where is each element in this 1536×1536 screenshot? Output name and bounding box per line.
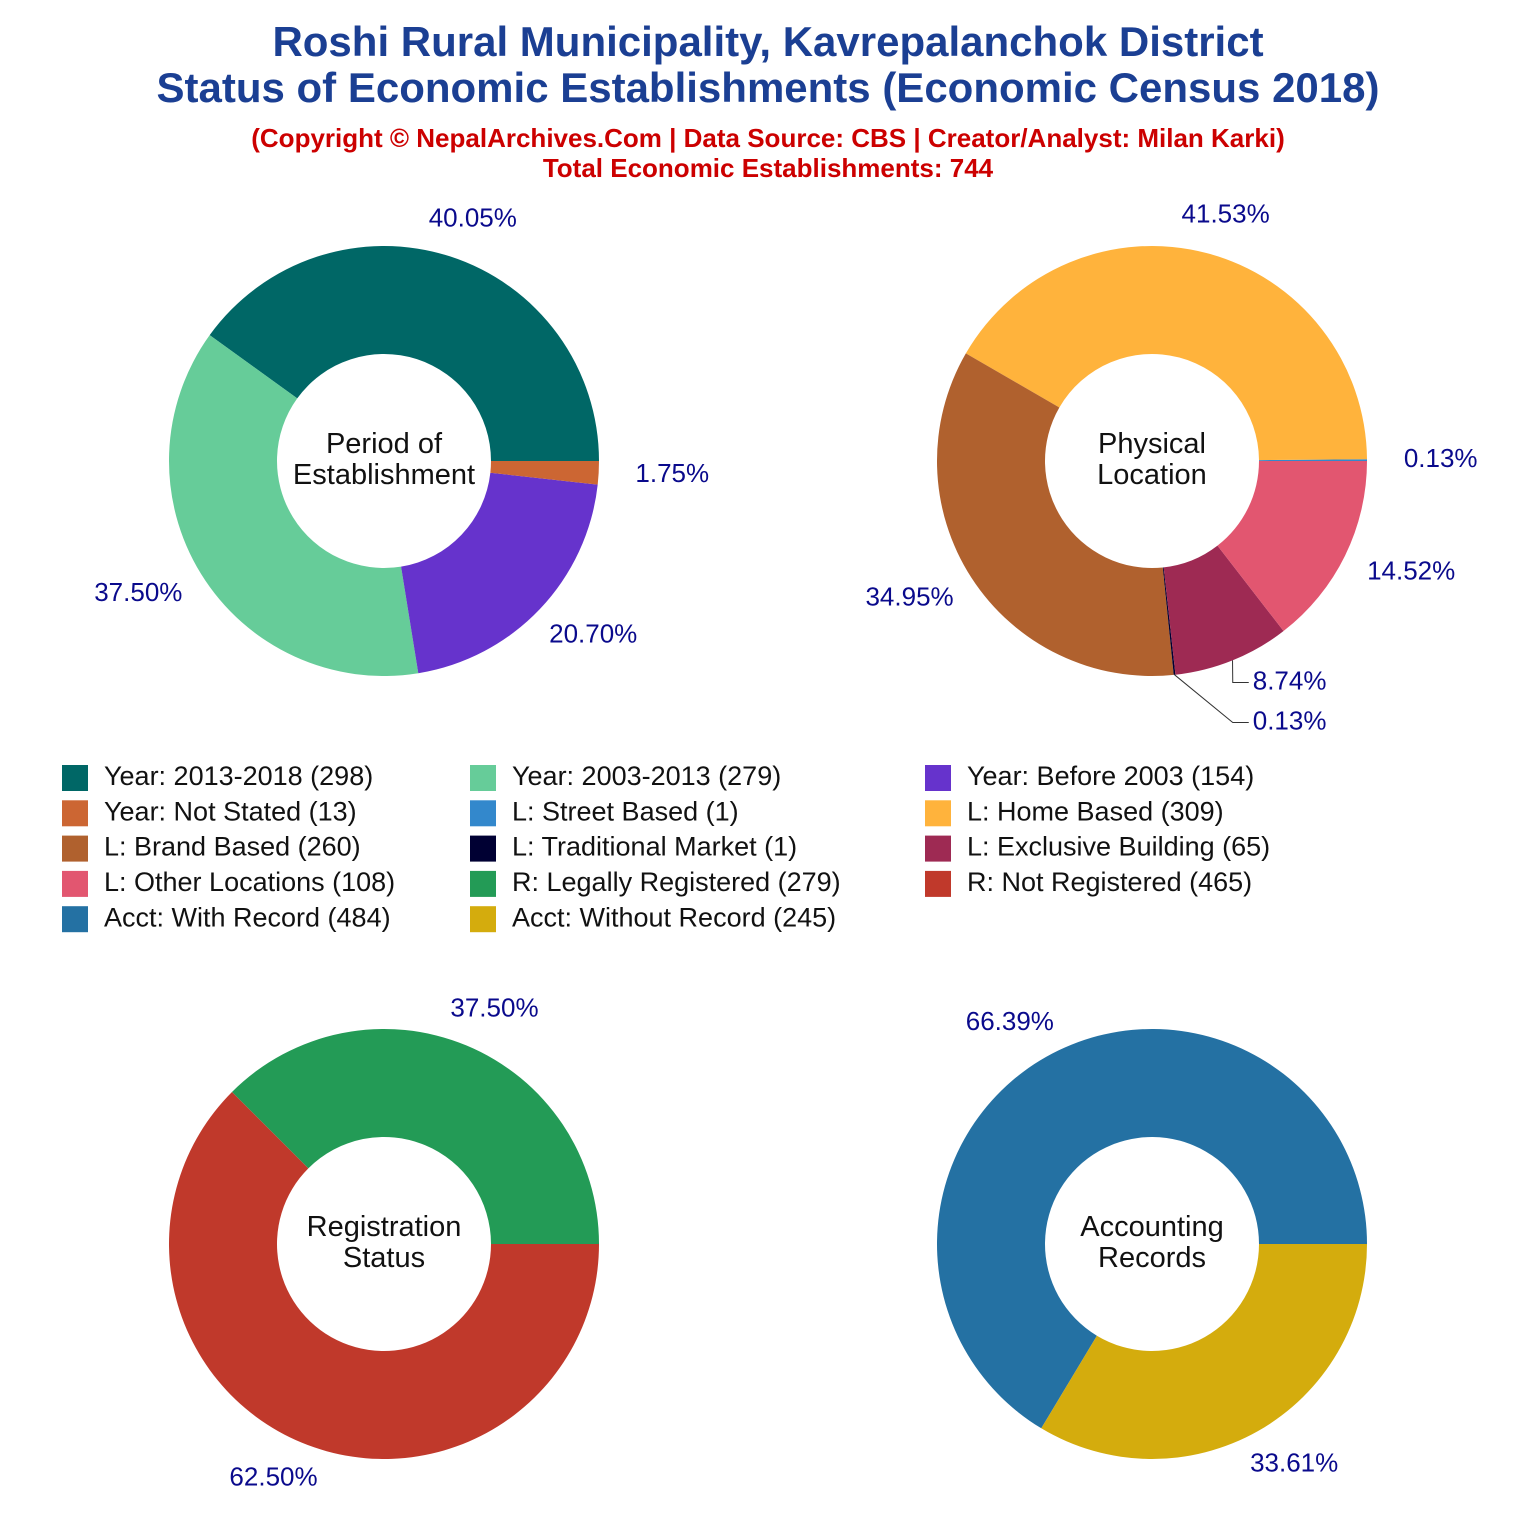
legend-swatch	[62, 765, 88, 791]
legend-swatch	[62, 835, 88, 862]
legend-swatch	[470, 906, 496, 933]
chart-title: Roshi Rural Municipality, Kavrepalanchok…	[272, 18, 1263, 65]
donut-slice	[1163, 545, 1284, 675]
donut-slice	[169, 1091, 599, 1460]
value-label: 37.50%	[94, 577, 182, 607]
legend-swatch	[470, 870, 496, 897]
donut-slice	[937, 1029, 1367, 1429]
value-label: 20.70%	[549, 619, 637, 649]
center-label: Records	[1098, 1242, 1206, 1274]
donut-slice	[169, 335, 419, 676]
value-label: 1.75%	[635, 458, 709, 488]
legend-label: L: Other Locations (108)	[104, 867, 395, 897]
legend-swatch	[925, 835, 951, 862]
legend-label: Year: Before 2003 (154)	[967, 761, 1254, 791]
legend-swatch	[470, 765, 496, 791]
value-label: 34.95%	[865, 582, 953, 612]
legend-swatch	[62, 800, 88, 827]
center-label: Accounting	[1080, 1211, 1224, 1243]
legend-label: Acct: With Record (484)	[104, 902, 391, 932]
legend-swatch	[470, 835, 496, 862]
legend-swatch	[62, 906, 88, 933]
legend-label: Year: 2013-2018 (298)	[104, 761, 373, 791]
center-label: Registration	[307, 1211, 462, 1243]
legend-label: R: Legally Registered (279)	[512, 867, 841, 897]
legend-label: L: Brand Based (260)	[104, 832, 361, 862]
legend-swatch	[470, 800, 496, 827]
legend-swatch	[62, 870, 88, 897]
donut-slice	[231, 1029, 599, 1244]
leader-line	[1232, 660, 1249, 683]
value-label: 37.50%	[450, 992, 538, 1022]
legend-label: Acct: Without Record (245)	[512, 902, 836, 932]
legend-label: L: Traditional Market (1)	[512, 832, 797, 862]
donut-slice	[1258, 459, 1367, 461]
donut-slice	[1041, 1244, 1367, 1459]
value-label: 8.74%	[1253, 665, 1327, 695]
center-label: Location	[1097, 459, 1207, 491]
value-label: 33.61%	[1250, 1448, 1338, 1478]
donut-slice	[1217, 461, 1367, 632]
legend-swatch	[925, 870, 951, 897]
chart-subtitle: (Copyright © NepalArchives.Com | Data So…	[251, 123, 1284, 153]
legend-label: L: Exclusive Building (65)	[967, 832, 1270, 862]
legend-swatch	[925, 800, 951, 827]
value-label: 40.05%	[429, 202, 517, 232]
value-label: 14.52%	[1367, 556, 1455, 586]
center-label: Physical	[1098, 428, 1206, 460]
legend-swatch	[925, 765, 951, 791]
center-label: Period of	[326, 428, 443, 460]
center-label: Status	[343, 1242, 425, 1274]
donut-slice	[937, 353, 1174, 677]
chart-title: Status of Economic Establishments (Econo…	[157, 64, 1380, 111]
legend-label: Year: 2003-2013 (279)	[512, 761, 781, 791]
center-label: Establishment	[293, 459, 475, 491]
value-label: 0.13%	[1253, 705, 1327, 735]
leader-line	[1174, 674, 1249, 723]
legend-label: Year: Not Stated (13)	[104, 796, 357, 826]
value-label: 66.39%	[966, 1006, 1054, 1036]
donut-slice	[490, 461, 599, 485]
value-label: 0.13%	[1404, 443, 1478, 473]
donut-slice	[209, 245, 599, 461]
donut-slice	[1162, 567, 1176, 675]
legend-label: R: Not Registered (465)	[967, 867, 1252, 897]
donut-slice	[401, 472, 598, 674]
chart-subtitle: Total Economic Establishments: 744	[543, 153, 994, 183]
donut-slice	[965, 246, 1367, 461]
legend-label: L: Home Based (309)	[967, 796, 1224, 826]
value-label: 41.53%	[1182, 199, 1270, 229]
value-label: 62.50%	[229, 1461, 317, 1491]
legend-label: L: Street Based (1)	[512, 796, 739, 826]
